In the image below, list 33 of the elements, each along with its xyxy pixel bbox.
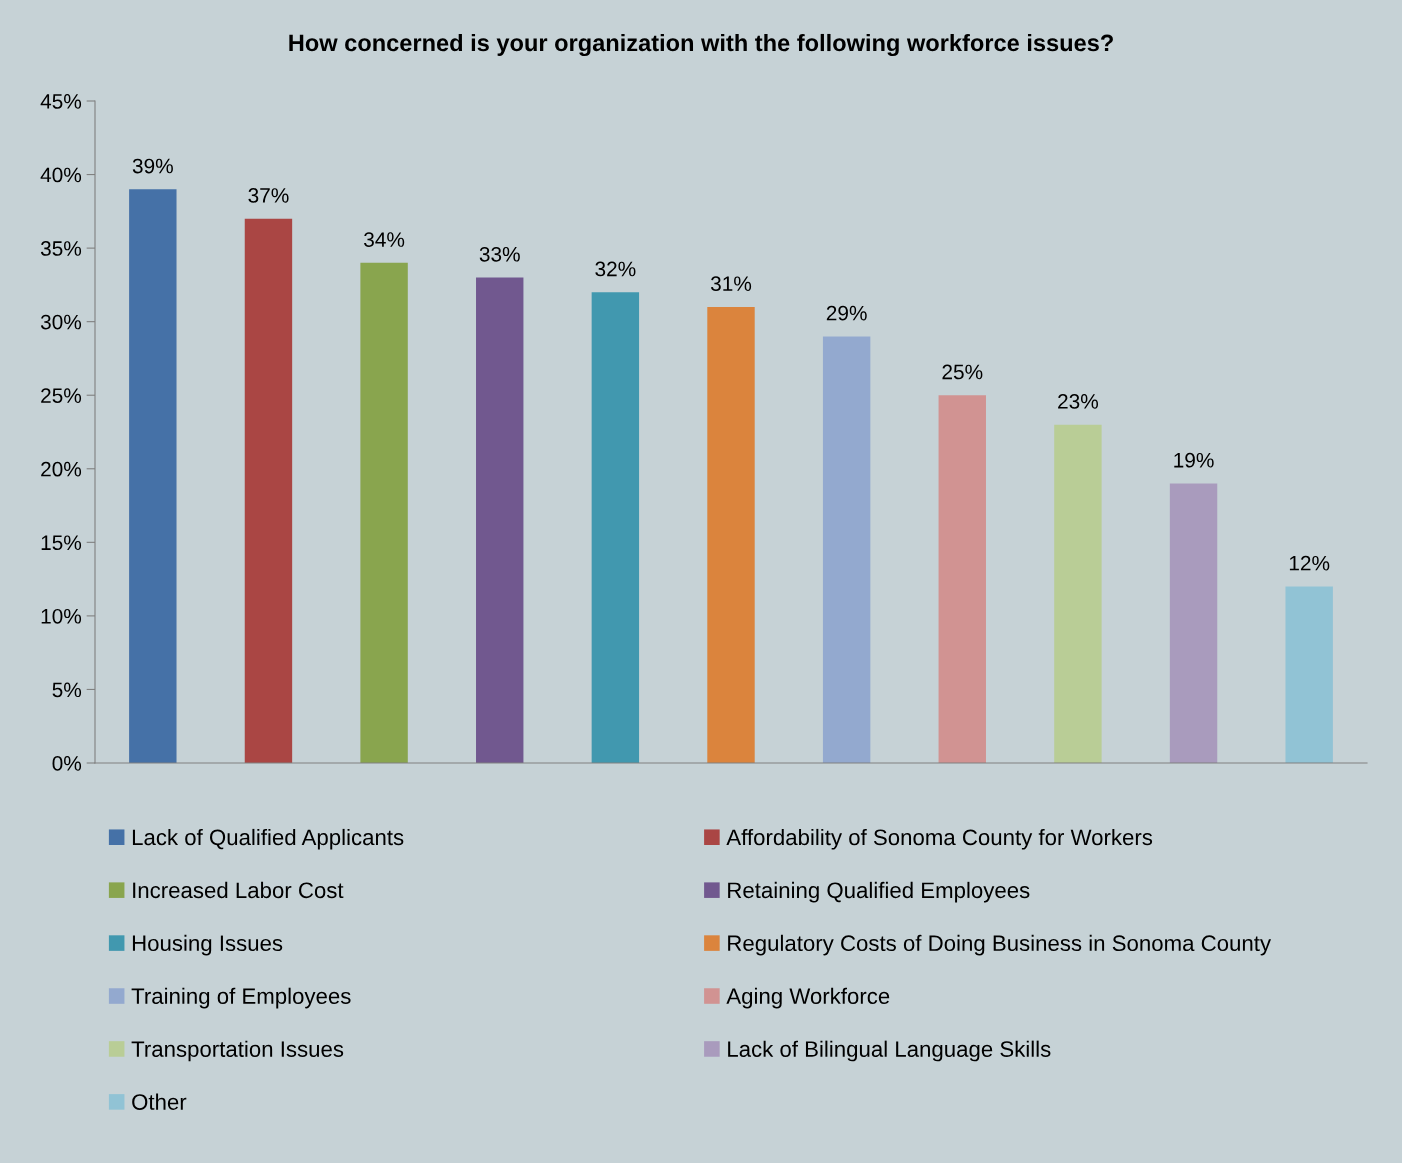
- legend-label: Other: [132, 1093, 187, 1110]
- data-label: 33%: [479, 246, 520, 262]
- data-label: 29%: [826, 305, 867, 321]
- y-tick-label: 25%: [41, 388, 82, 403]
- legend-label: Lack of Qualified Applicants: [132, 828, 404, 850]
- data-label: 25%: [942, 364, 983, 380]
- data-label: 32%: [595, 261, 636, 277]
- legend-label: Affordability of Sonoma County for Workers: [726, 828, 1153, 850]
- data-label: 31%: [710, 276, 752, 292]
- legend-label: Transportation Issues: [131, 1040, 344, 1062]
- y-tick-label: 40%: [40, 167, 82, 183]
- y-tick-label: 35%: [40, 241, 82, 256]
- legend-label: Aging Workforce: [726, 987, 890, 1009]
- y-tick-label: 30%: [40, 314, 82, 330]
- legend-label: Training of Employees: [131, 987, 351, 1009]
- data-label: 12%: [1289, 555, 1330, 571]
- legend-label: Increased Labor Cost: [133, 881, 344, 899]
- data-label: 37%: [248, 188, 289, 203]
- data-label: 19%: [1174, 452, 1214, 468]
- chart-title: How concerned is your organization with the following workforce issues?: [289, 33, 1113, 57]
- data-label: 34%: [364, 232, 405, 247]
- legend-label: Retaining Qualified Employees: [728, 881, 1030, 903]
- legend-label: Lack of Bilingual Language Skills: [728, 1040, 1051, 1062]
- y-tick-label: 15%: [41, 535, 82, 551]
- y-tick-label: 20%: [41, 461, 82, 477]
- y-tick-label: 5%: [52, 682, 82, 698]
- legend-label: Housing Issues: [132, 934, 283, 956]
- legend-label: Regulatory Costs of Doing Business in Sonoma County: [728, 934, 1272, 956]
- data-label: 23%: [1058, 394, 1099, 409]
- y-tick-label: 0%: [52, 756, 82, 771]
- y-tick-label: 45%: [40, 94, 82, 109]
- y-tick-label: 10%: [41, 608, 82, 624]
- data-label: 39%: [132, 158, 173, 174]
